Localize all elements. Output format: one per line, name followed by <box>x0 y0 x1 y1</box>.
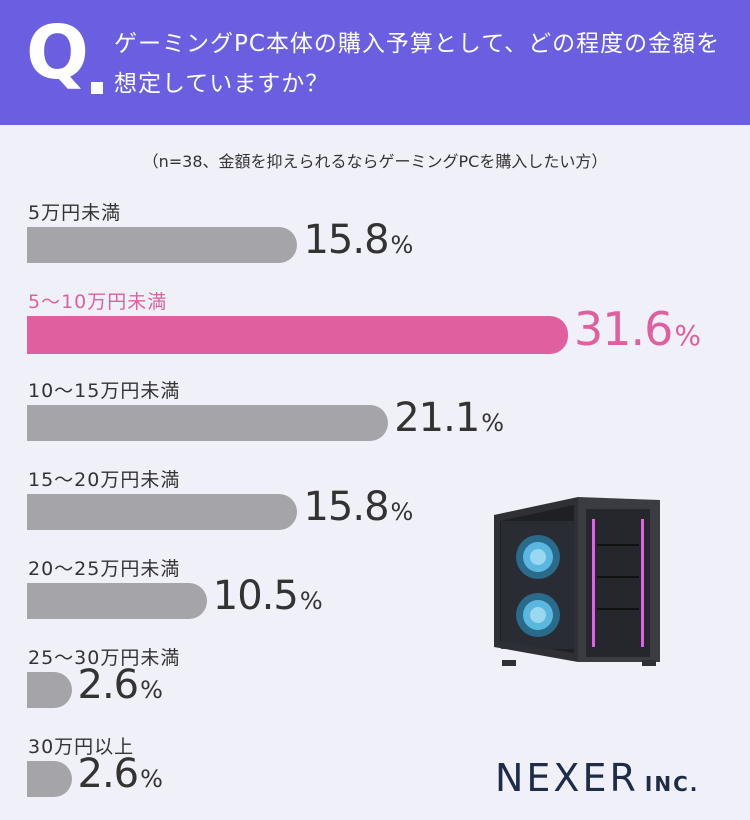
value-label: 2.6% <box>77 662 163 708</box>
value-number: 15.8 <box>303 484 389 530</box>
value-unit: % <box>390 231 414 259</box>
value-number: 2.6 <box>77 751 140 797</box>
value-number: 31.6 <box>573 302 673 356</box>
value-unit: % <box>674 319 701 352</box>
bar <box>27 583 207 619</box>
bar <box>27 316 568 354</box>
value-unit: % <box>140 676 163 704</box>
logo-main: NEXER <box>495 756 639 800</box>
bar <box>27 494 298 530</box>
value-number: 15.8 <box>303 217 389 263</box>
value-unit: % <box>390 498 414 526</box>
q-dot <box>91 82 103 94</box>
value-unit: % <box>140 765 163 793</box>
bar <box>27 761 72 797</box>
category-label: 15〜20万円未満 <box>28 469 181 491</box>
value-label: 21.1% <box>394 395 504 441</box>
value-unit: % <box>481 409 504 437</box>
value-label: 31.6% <box>573 302 701 356</box>
category-label: 30万円以上 <box>28 736 135 758</box>
bar <box>27 405 389 441</box>
category-label: 20〜25万円未満 <box>28 558 181 580</box>
bar <box>27 227 298 263</box>
gaming-pc-tower-icon <box>494 497 660 666</box>
category-label: 5〜10万円未満 <box>28 291 168 313</box>
logo-sub: INC. <box>644 772 700 796</box>
question-text: ゲーミングPC本体の購入予算として、どの程度の金額を想定していますか？ <box>114 31 721 97</box>
question-header: Q ゲーミングPC本体の購入予算として、どの程度の金額を想定していますか？ <box>0 0 750 125</box>
q-mark: Q <box>26 10 89 96</box>
value-number: 2.6 <box>77 662 140 708</box>
bar <box>27 672 72 708</box>
value-label: 15.8% <box>303 484 414 530</box>
value-number: 10.5 <box>212 573 299 619</box>
category-label: 5万円未満 <box>28 202 122 224</box>
value-label: 2.6% <box>77 751 163 797</box>
value-label: 15.8% <box>303 217 414 263</box>
category-label: 25〜30万円未満 <box>28 647 181 669</box>
company-logo: NEXER INC. <box>495 756 699 800</box>
category-label: 10〜15万円未満 <box>28 380 181 402</box>
value-unit: % <box>299 587 323 615</box>
sample-note: （n=38、金額を抑えられるならゲーミングPCを購入したい方） <box>142 152 608 171</box>
value-number: 21.1 <box>394 395 480 441</box>
value-label: 10.5% <box>212 573 323 619</box>
